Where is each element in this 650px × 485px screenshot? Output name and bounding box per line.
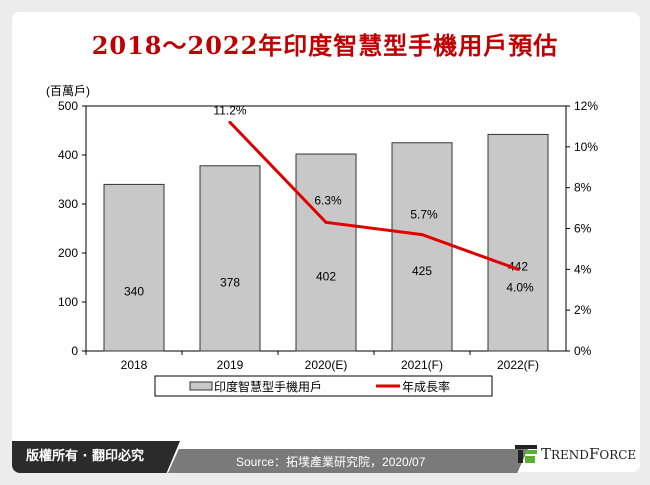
- y2-tick-label: 12%: [574, 99, 598, 113]
- y-tick-label: 0: [71, 344, 78, 358]
- y-tick-label: 200: [58, 246, 78, 260]
- bar-label: 340: [124, 285, 144, 299]
- bar-label: 442: [508, 260, 528, 274]
- y2-tick-label: 10%: [574, 140, 598, 154]
- y-tick-label: 500: [58, 99, 78, 113]
- y2-tick-label: 8%: [574, 181, 592, 195]
- growth-point: [228, 120, 232, 124]
- chart-title: 2018～2022年印度智慧型手機用戶預估: [91, 31, 559, 60]
- bar-label: 425: [412, 264, 432, 278]
- y-axis-label: (百萬戶): [46, 84, 90, 98]
- bar: [199, 165, 261, 352]
- x-tick-label: 2022(F): [497, 358, 539, 372]
- y-tick-label: 400: [58, 148, 78, 162]
- bar: [391, 142, 453, 352]
- trendforce-logo-icon: [515, 445, 537, 463]
- growth-point: [420, 233, 424, 237]
- bar-label: 402: [316, 270, 336, 284]
- x-tick-label: 2020(E): [305, 358, 348, 372]
- legend-bar-label: 印度智慧型手機用戶: [214, 379, 322, 394]
- growth-point: [516, 267, 520, 271]
- source-text: Source：拓墣產業研究院，2020/07: [236, 455, 426, 469]
- copyright-notice: 版權所有 · 翻印必究: [12, 441, 180, 473]
- growth-line: [228, 121, 519, 271]
- x-tick-label: 2019: [217, 358, 244, 372]
- y2-tick-label: 0%: [574, 344, 592, 358]
- bar: [487, 133, 549, 352]
- growth-label: 11.2%: [213, 103, 246, 117]
- legend: [154, 375, 493, 397]
- growth-point: [324, 220, 328, 224]
- y2-tick-label: 2%: [574, 303, 592, 317]
- legend-bar-swatch: [189, 381, 213, 391]
- bar-label: 378: [220, 275, 240, 289]
- y2-tick-label: 4%: [574, 262, 592, 276]
- y-tick-label: 300: [58, 197, 78, 211]
- growth-label: 6.3%: [314, 193, 342, 207]
- growth-label: 5.7%: [410, 208, 438, 222]
- y2-tick-label: 6%: [574, 222, 592, 236]
- bar: [103, 183, 165, 352]
- footer-band: [168, 449, 528, 473]
- legend-line-label: 年成長率: [402, 379, 450, 394]
- growth-label: 4.0%: [506, 280, 534, 294]
- y-tick-label: 100: [58, 295, 78, 309]
- x-tick-label: 2021(F): [401, 358, 443, 372]
- bar: [295, 153, 357, 352]
- x-tick-label: 2018: [121, 358, 148, 372]
- trendforce-logo: TRENDFORCE: [515, 445, 636, 463]
